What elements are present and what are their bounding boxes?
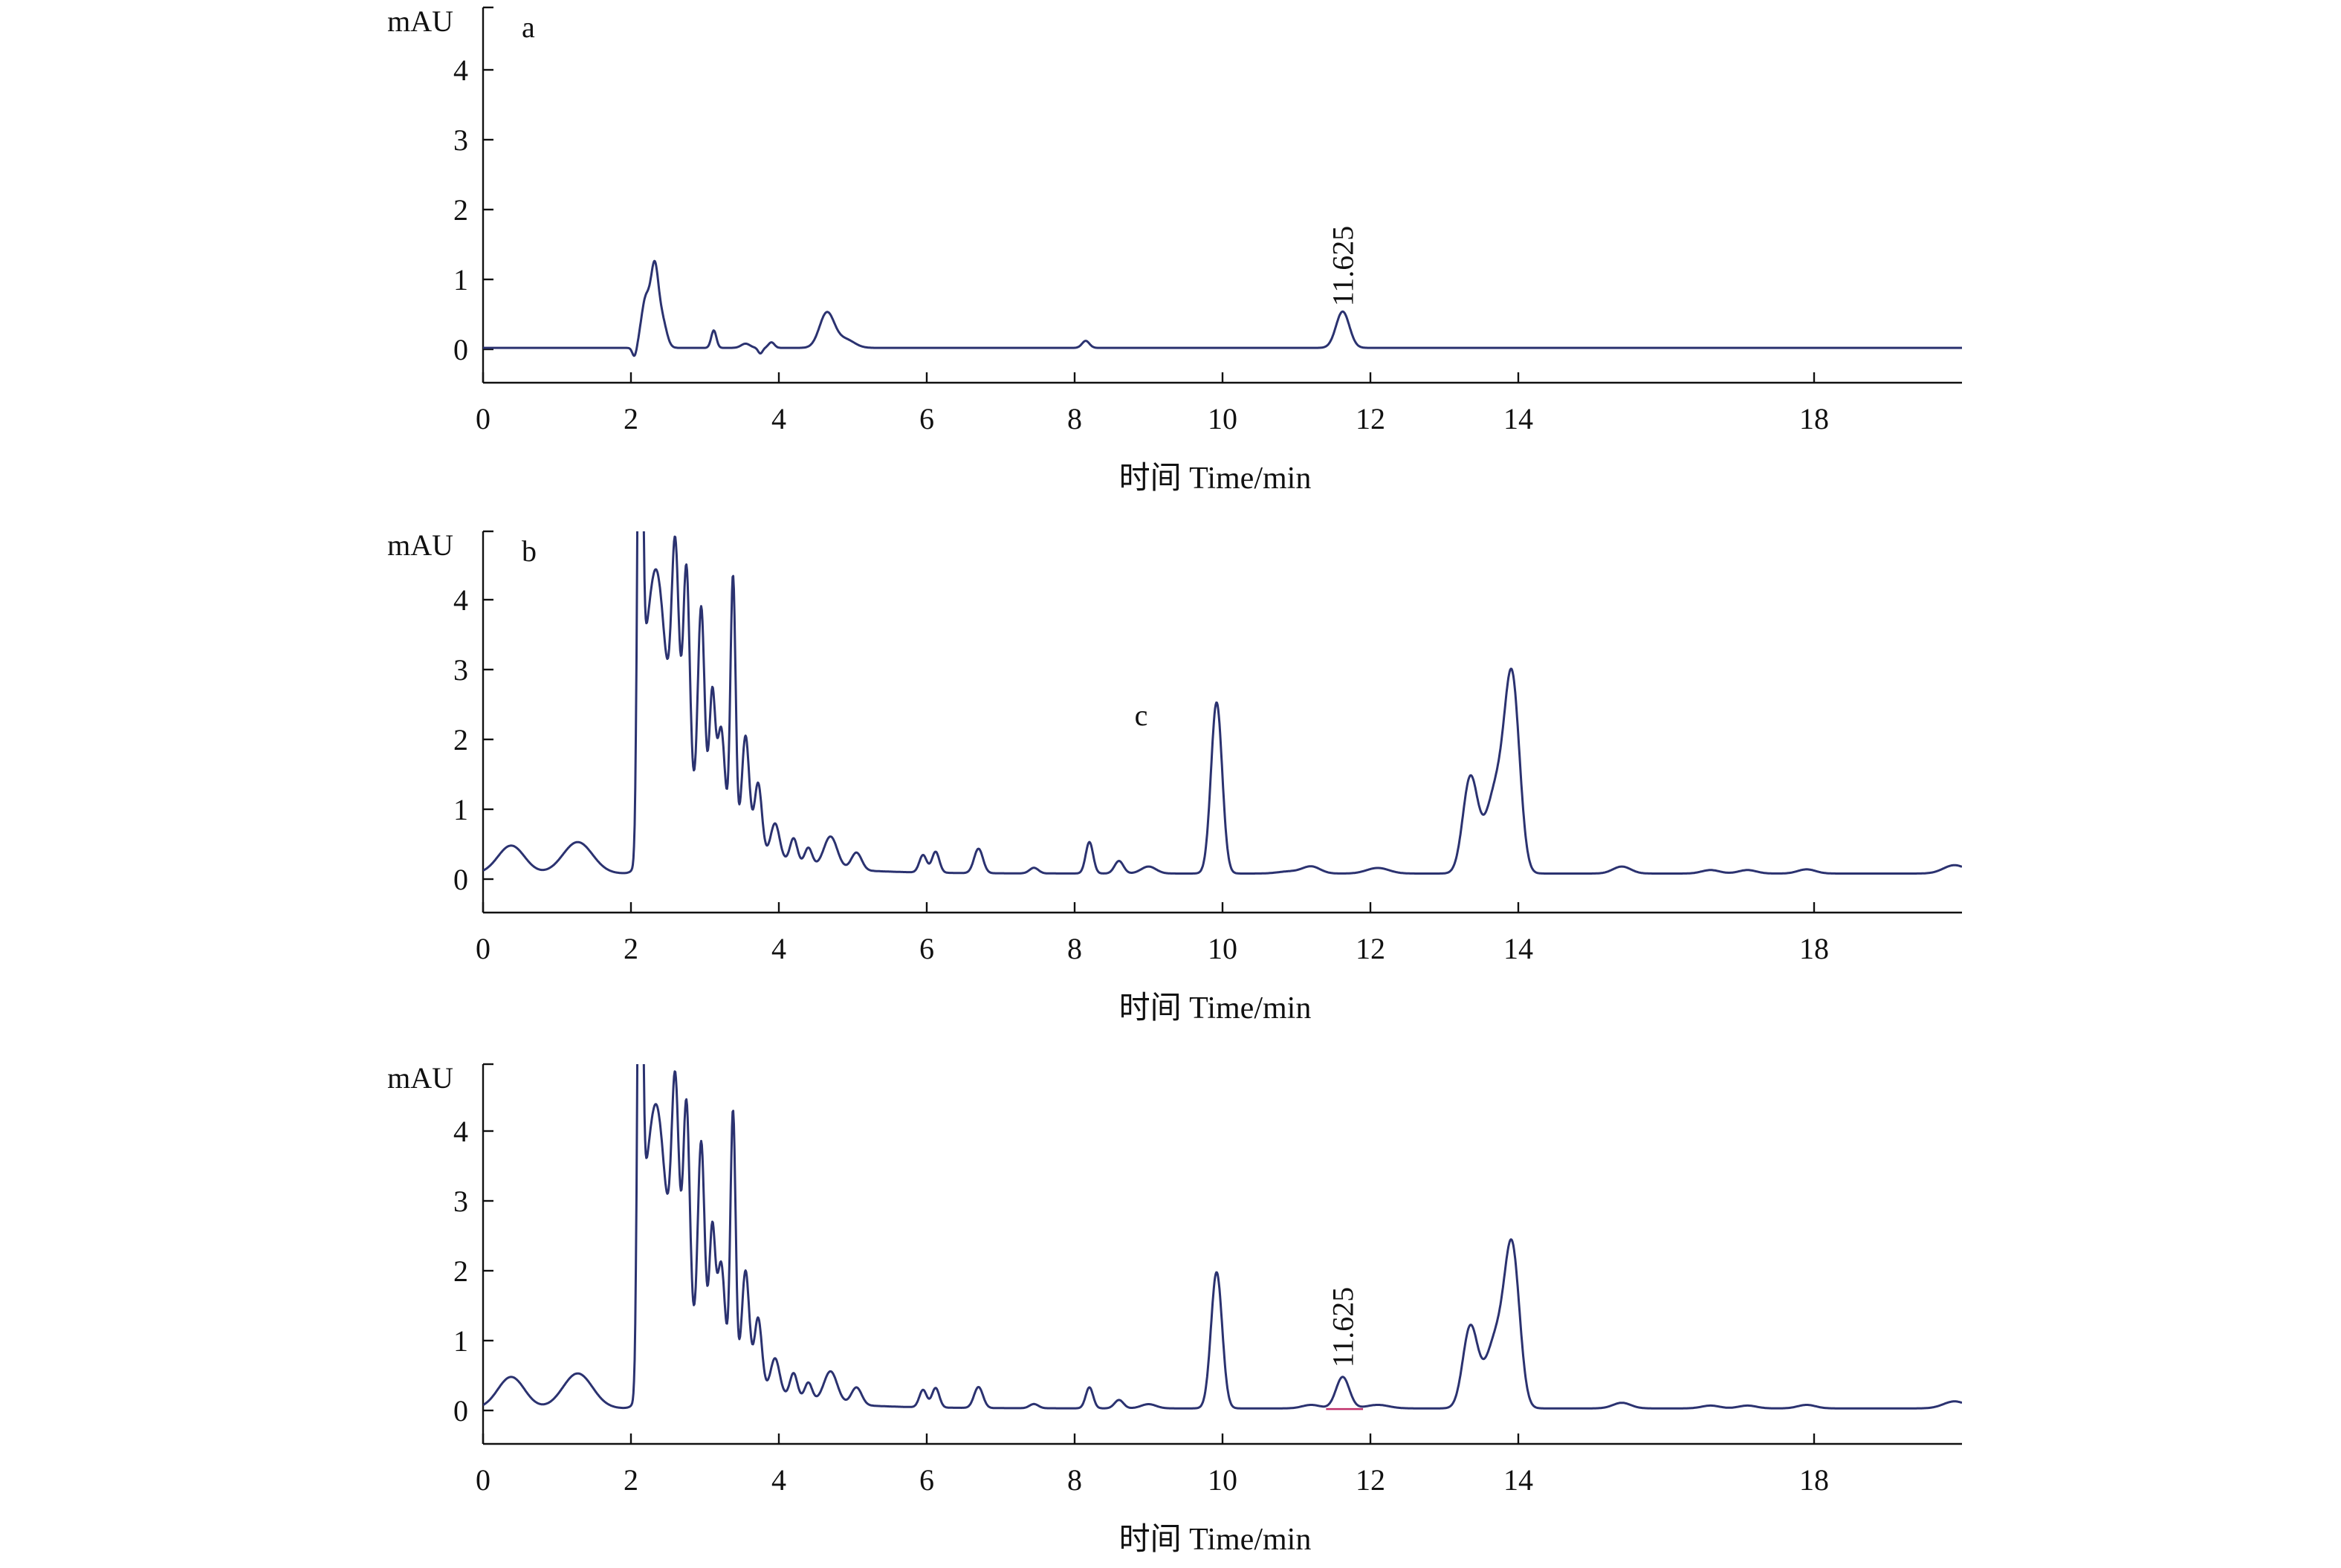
x-tick-label: 2 [624, 1463, 638, 1497]
panel-label: a [522, 10, 535, 44]
x-tick-label: 10 [1208, 1463, 1237, 1497]
x-tick-label: 10 [1208, 402, 1237, 435]
panel-label: b [522, 534, 537, 568]
x-tick-label: 6 [919, 402, 934, 435]
x-tick-label: 2 [624, 402, 638, 435]
y-axis-label: mAU [387, 4, 453, 38]
y-tick-label: 3 [453, 1185, 468, 1218]
x-tick-label: 10 [1208, 932, 1237, 965]
y-tick-label: 4 [453, 1115, 468, 1148]
x-tick-label: 18 [1799, 932, 1829, 965]
chromatogram-trace [483, 1064, 1962, 1410]
y-tick-label: 2 [453, 193, 468, 227]
y-tick-label: 0 [453, 1394, 468, 1428]
y-tick-label: 1 [453, 1324, 468, 1358]
x-tick-label: 8 [1067, 402, 1082, 435]
y-tick-label: 0 [453, 863, 468, 896]
x-tick-label: 18 [1799, 1463, 1829, 1497]
x-tick-label: 12 [1356, 932, 1385, 965]
chromatogram-trace [483, 259, 1962, 357]
x-tick-label: 6 [919, 932, 934, 965]
y-axis-label: mAU [387, 1061, 453, 1095]
x-tick-label: 0 [476, 932, 490, 965]
x-tick-label: 18 [1799, 402, 1829, 435]
x-axis-label: 时间 Time/min [1119, 991, 1312, 1026]
y-tick-label: 3 [453, 653, 468, 687]
y-tick-label: 2 [453, 723, 468, 757]
y-axis-label: mAU [387, 528, 453, 562]
y-tick-label: 3 [453, 123, 468, 157]
chromatogram-trace [483, 531, 1962, 875]
y-tick-label: 4 [453, 54, 468, 87]
peak-retention-label: 11.625 [1327, 226, 1360, 307]
x-tick-label: 14 [1503, 1463, 1533, 1497]
y-tick-label: 1 [453, 793, 468, 826]
x-tick-label: 4 [771, 932, 786, 965]
y-tick-label: 2 [453, 1254, 468, 1288]
x-axis-label: 时间 Time/min [1119, 461, 1312, 496]
x-tick-label: 4 [771, 1463, 786, 1497]
x-tick-label: 8 [1067, 932, 1082, 965]
y-tick-label: 1 [453, 263, 468, 297]
y-tick-label: 0 [453, 333, 468, 366]
x-axis-label: 时间 Time/min [1119, 1523, 1312, 1557]
x-tick-label: 14 [1503, 402, 1533, 435]
x-tick-label: 12 [1356, 402, 1385, 435]
x-tick-label: 12 [1356, 1463, 1385, 1497]
x-tick-label: 6 [919, 1463, 934, 1497]
x-tick-label: 2 [624, 932, 638, 965]
x-tick-label: 4 [771, 402, 786, 435]
x-tick-label: 0 [476, 1463, 490, 1497]
y-tick-label: 4 [453, 583, 468, 617]
x-tick-label: 0 [476, 402, 490, 435]
peak-retention-label: 11.625 [1327, 1287, 1360, 1368]
x-tick-label: 8 [1067, 1463, 1082, 1497]
annotation-label: c [1135, 699, 1148, 732]
x-tick-label: 14 [1503, 932, 1533, 965]
